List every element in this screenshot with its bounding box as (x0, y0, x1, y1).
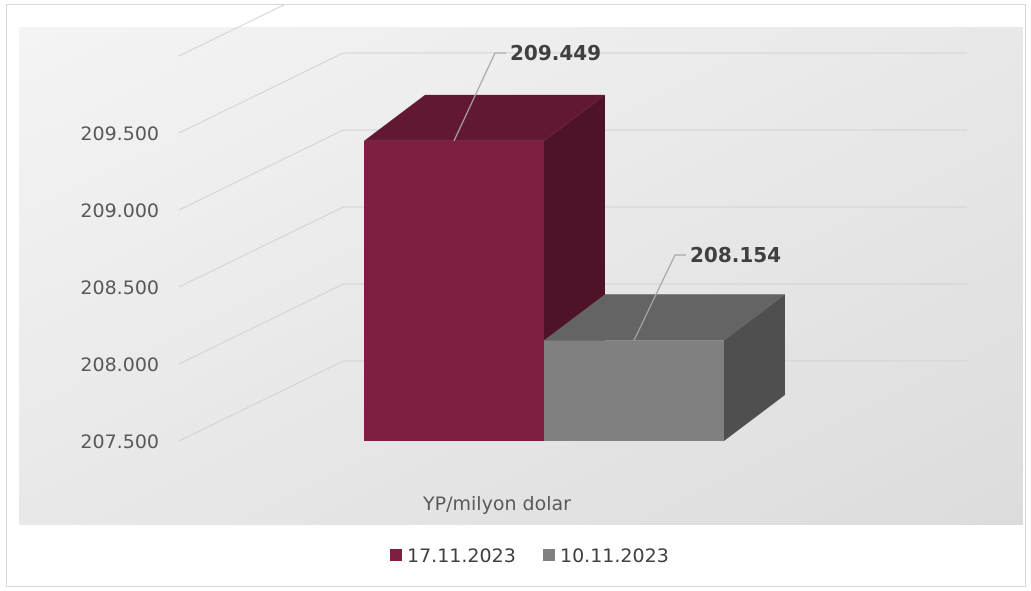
gridline (178, 283, 967, 365)
bar-side (724, 294, 785, 441)
gridline (178, 52, 967, 134)
x-axis-title: YP/milyon dolar (422, 493, 571, 515)
legend-swatch (390, 549, 402, 561)
gridline (178, 129, 967, 211)
bar-front (544, 340, 724, 441)
legend-item: 17.11.2023 (390, 545, 516, 567)
gridline (178, 206, 967, 288)
legend-label: 17.11.2023 (407, 545, 516, 567)
data-label: 209.449 (510, 41, 601, 65)
legend-item: 10.11.2023 (543, 545, 669, 567)
y-tick-label: 208.500 (80, 277, 159, 299)
data-labels: 209.449 208.154 (453, 41, 781, 341)
legend-label: 10.11.2023 (560, 545, 669, 567)
y-tick-label: 209.500 (80, 123, 159, 145)
bars (364, 94, 785, 441)
bar-top (364, 94, 605, 141)
y-tick-label: 208.000 (80, 354, 159, 376)
legend: 17.11.2023 10.11.2023 (390, 545, 669, 567)
bar-front (364, 140, 544, 441)
leader-line (453, 52, 506, 142)
chart-svg: 207.500 208.000 208.500 209.000 209.500 209.… (19, 5, 1023, 567)
leader-line (633, 254, 686, 341)
bar-10-11-2023 (544, 294, 785, 441)
chart-frame: 207.500 208.000 208.500 209.000 209.500 209.… (6, 4, 1026, 587)
y-tick-label: 207.500 (80, 431, 159, 453)
bar-top (544, 294, 785, 341)
y-axis-ticks: 207.500 208.000 208.500 209.000 209.500 (80, 123, 159, 453)
data-label: 208.154 (690, 243, 781, 267)
legend-swatch (543, 549, 555, 561)
y-tick-label: 209.000 (80, 200, 159, 222)
gridline (178, 5, 285, 57)
